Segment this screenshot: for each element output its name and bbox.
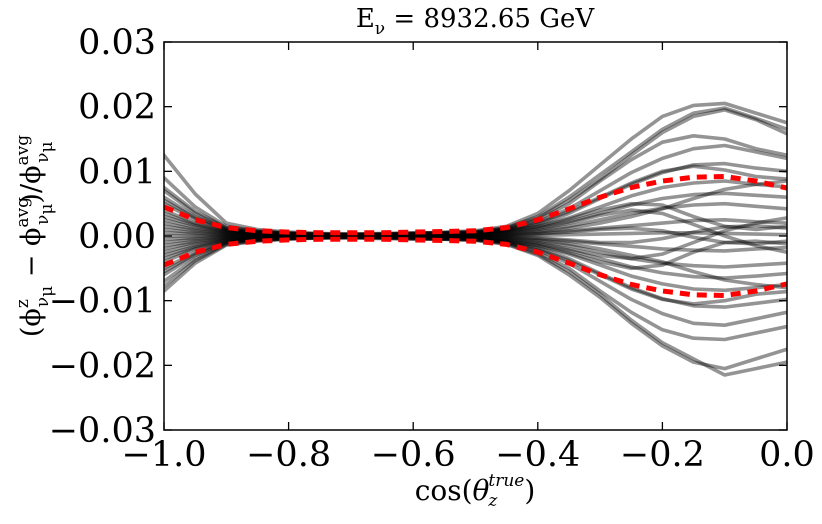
y-axis-label-text: (ϕzνμ − ϕavgνμ)/ϕavgνμ: [13, 135, 57, 337]
series-line-sample-30: [164, 223, 787, 245]
series-line-sample-01: [164, 101, 787, 236]
series-line-sample-09: [164, 218, 787, 238]
series-line-sample-21: [164, 201, 787, 238]
series-line-sample-26: [164, 216, 787, 261]
series-line-sample-13: [164, 234, 787, 280]
series-line-sample-22: [164, 234, 787, 271]
x-tick-label: −0.4: [495, 435, 580, 475]
y-axis-ticks: −0.03 −0.02 −0.01 0.00 0.01 0.02 0.03: [49, 23, 787, 451]
x-tick-label: −0.6: [371, 435, 456, 475]
series-line-sample-24: [164, 234, 787, 290]
series-line-upper-band: [164, 173, 787, 236]
band-series-group: [164, 173, 787, 299]
series-line-sample-06: [164, 179, 787, 238]
x-tick-label: −1.0: [122, 435, 207, 475]
series-line-sample-07: [164, 191, 787, 238]
series-line-sample-29: [164, 226, 787, 246]
y-tick-label: −0.01: [49, 282, 156, 322]
series-line-sample-10: [164, 231, 787, 238]
x-tick-label: −0.2: [620, 435, 705, 475]
series-line-sample-14: [164, 234, 787, 293]
x-axis-ticks: −1.0 −0.8 −0.6 −0.4 −0.2 0.0: [122, 42, 815, 475]
y-tick-label: 0.02: [78, 88, 156, 128]
x-tick-label: −0.8: [246, 435, 331, 475]
series-line-sample-08: [164, 201, 787, 238]
x-axis-label: cos(θztrue): [415, 471, 536, 511]
y-tick-label: −0.03: [49, 411, 156, 451]
series-line-sample-12: [164, 234, 787, 269]
y-tick-label: 0.00: [78, 217, 156, 257]
y-axis-label: (ϕzνμ − ϕavgνμ)/ϕavgνμ: [13, 135, 57, 337]
series-line-sample-11: [164, 234, 787, 253]
y-tick-label: 0.03: [78, 23, 156, 63]
y-tick-label: −0.02: [49, 346, 156, 386]
y-tick-label: 0.01: [78, 152, 156, 192]
series-line-sample-25: [164, 208, 787, 254]
chart-title: Eν = 8932.65 GeV: [356, 4, 596, 39]
series-line-lower-band: [164, 236, 787, 299]
series-line-sample-23: [164, 179, 787, 238]
x-tick-label: 0.0: [759, 435, 815, 475]
